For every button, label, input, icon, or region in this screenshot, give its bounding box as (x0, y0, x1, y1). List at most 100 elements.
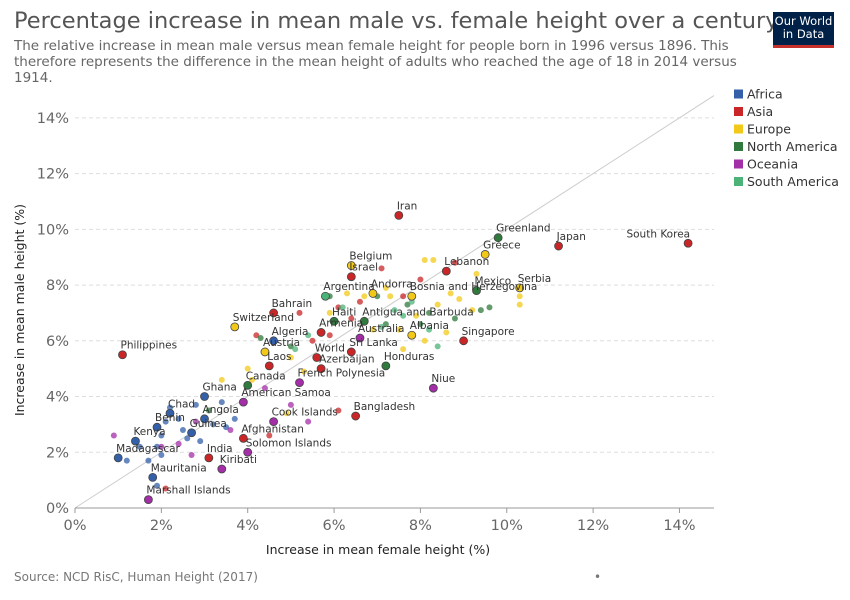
scatter-point[interactable] (244, 365, 251, 372)
scatter-point-labeled[interactable] (269, 417, 279, 427)
scatter-point[interactable] (369, 326, 376, 333)
scatter-point[interactable] (400, 312, 407, 319)
scatter-point[interactable] (305, 332, 312, 339)
scatter-point[interactable] (184, 435, 191, 442)
scatter-point-labeled[interactable] (243, 380, 253, 390)
scatter-point-labeled[interactable] (316, 328, 326, 337)
scatter-point[interactable] (339, 304, 346, 311)
scatter-point-labeled[interactable] (200, 414, 209, 424)
scatter-point[interactable] (348, 315, 355, 322)
scatter-point-labeled[interactable] (187, 428, 196, 438)
owid-logo[interactable]: Our World in Data (773, 12, 834, 48)
scatter-point-labeled[interactable] (441, 266, 451, 276)
scatter-point[interactable] (162, 485, 169, 492)
scatter-point[interactable] (283, 410, 290, 417)
legend-item[interactable]: Oceania (747, 157, 798, 172)
scatter-point-labeled[interactable] (359, 316, 369, 326)
scatter-point[interactable] (218, 399, 225, 406)
scatter-point[interactable] (417, 276, 424, 283)
scatter-point[interactable] (192, 401, 199, 408)
scatter-point[interactable] (188, 452, 195, 459)
scatter-point-labeled[interactable] (238, 433, 248, 443)
scatter-point[interactable] (326, 309, 333, 316)
legend-item[interactable]: South America (747, 174, 839, 189)
scatter-point-labeled[interactable] (329, 316, 339, 326)
scatter-point-labeled[interactable] (217, 464, 227, 474)
scatter-point[interactable] (210, 421, 217, 428)
scatter-point-labeled[interactable] (351, 411, 361, 421)
scatter-point-labeled[interactable] (346, 261, 356, 270)
scatter-point[interactable] (477, 307, 484, 314)
legend-swatch[interactable] (734, 124, 743, 134)
scatter-point[interactable] (249, 376, 256, 383)
scatter-point-labeled[interactable] (118, 350, 127, 360)
legend-item[interactable]: North America (747, 139, 838, 154)
scatter-point-labeled[interactable] (200, 392, 209, 401)
scatter-point[interactable] (451, 259, 458, 266)
scatter-point[interactable] (309, 337, 316, 344)
scatter-point[interactable] (421, 256, 428, 263)
scatter-point[interactable] (261, 385, 268, 392)
scatter-point[interactable] (400, 346, 407, 353)
scatter-point-labeled[interactable] (264, 361, 274, 371)
scatter-point[interactable] (434, 301, 441, 308)
scatter-point[interactable] (382, 321, 389, 328)
scatter-point-labeled[interactable] (260, 347, 270, 357)
scatter-point-labeled[interactable] (346, 347, 356, 357)
scatter-point[interactable] (305, 418, 312, 425)
scatter-point[interactable] (413, 312, 420, 319)
legend-swatch[interactable] (734, 177, 743, 186)
scatter-point-labeled[interactable] (204, 453, 214, 463)
scatter-point-labeled[interactable] (407, 291, 417, 301)
scatter-point[interactable] (378, 323, 385, 330)
scatter-point[interactable] (227, 426, 234, 433)
scatter-point-labeled[interactable] (113, 453, 123, 463)
scatter-point[interactable] (175, 415, 182, 422)
scatter-point-labeled[interactable] (472, 286, 481, 296)
scatter-point[interactable] (434, 343, 441, 350)
scatter-point[interactable] (344, 290, 351, 297)
scatter-point[interactable] (292, 346, 299, 353)
scatter-point-labeled[interactable] (459, 336, 468, 346)
scatter-point-labeled[interactable] (394, 210, 404, 220)
scatter-point[interactable] (443, 329, 450, 336)
scatter-point[interactable] (382, 284, 389, 291)
scatter-point[interactable] (469, 307, 476, 314)
scatter-point[interactable] (192, 418, 199, 425)
scatter-point[interactable] (356, 298, 363, 305)
scatter-point[interactable] (179, 426, 186, 433)
scatter-point[interactable] (421, 337, 428, 344)
scatter-point-labeled[interactable] (238, 397, 248, 407)
scatter-point[interactable] (266, 432, 273, 439)
scatter-point[interactable] (430, 256, 437, 263)
scatter-point[interactable] (387, 293, 394, 300)
legend-item[interactable]: Africa (747, 87, 783, 102)
scatter-point[interactable] (296, 309, 303, 316)
scatter-point[interactable] (335, 304, 342, 311)
scatter-point[interactable] (451, 315, 458, 322)
scatter-point-labeled[interactable] (131, 436, 140, 446)
scatter-point-labeled[interactable] (407, 330, 417, 340)
scatter-point-labeled[interactable] (321, 291, 330, 301)
scatter-point[interactable] (287, 401, 294, 408)
scatter-point[interactable] (158, 443, 165, 450)
scatter-point[interactable] (231, 415, 238, 422)
scatter-point-labeled[interactable] (480, 250, 490, 259)
scatter-point[interactable] (326, 332, 333, 339)
scatter-point-labeled[interactable] (295, 378, 304, 388)
scatter-point[interactable] (145, 457, 152, 464)
scatter-point[interactable] (473, 270, 480, 277)
scatter-point-labeled[interactable] (269, 308, 279, 318)
scatter-point-labeled[interactable] (230, 322, 240, 332)
legend-item[interactable]: Asia (747, 104, 773, 119)
legend-swatch[interactable] (734, 107, 743, 116)
scatter-point-labeled[interactable] (316, 364, 326, 374)
scatter-point[interactable] (158, 452, 165, 459)
scatter-point-labeled[interactable] (243, 447, 253, 457)
scatter-point-labeled[interactable] (148, 472, 158, 482)
scatter-point-labeled[interactable] (152, 422, 162, 432)
scatter-point-labeled[interactable] (346, 272, 356, 282)
scatter-point-labeled[interactable] (355, 333, 365, 343)
scatter-point[interactable] (426, 309, 433, 316)
scatter-point[interactable] (335, 407, 342, 414)
